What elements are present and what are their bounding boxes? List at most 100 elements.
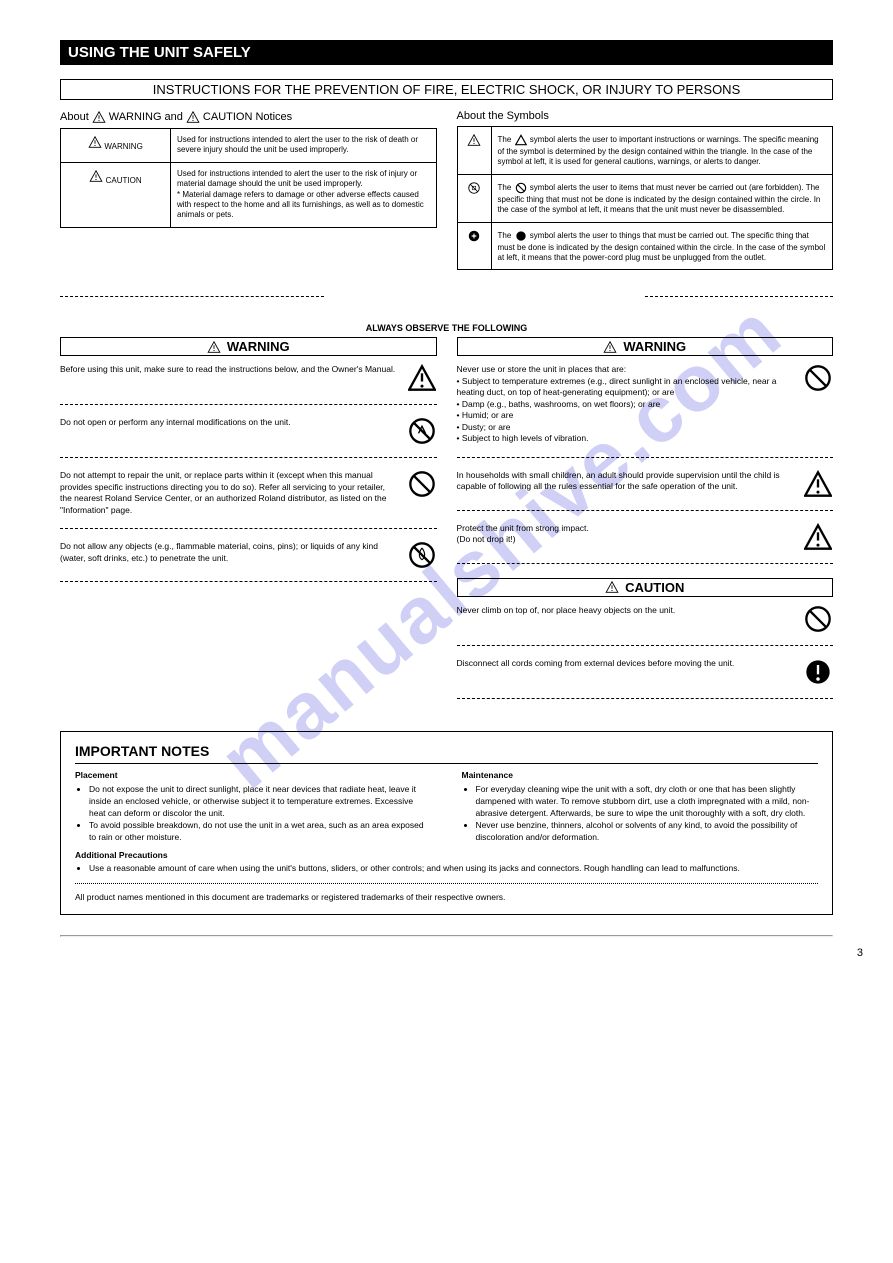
warning-triangle-icon xyxy=(88,135,102,149)
warn-text: Do not allow any objects (e.g., flammabl… xyxy=(60,541,397,569)
dashed-divider xyxy=(457,563,834,564)
warn-item: In households with small children, an ad… xyxy=(457,470,834,498)
prohibit-icon xyxy=(514,181,528,195)
warn-item: Protect the unit from strong impact. (Do… xyxy=(457,523,834,551)
prohibit-icon xyxy=(407,470,437,516)
placement-col: Placement Do not expose the unit to dire… xyxy=(75,770,432,849)
warning-col-2: WARNING Never use or store the unit in p… xyxy=(457,337,834,710)
warn-item: Do not attempt to repair the unit, or re… xyxy=(60,470,437,516)
dashed-divider xyxy=(457,510,834,511)
warning-header-label: WARNING xyxy=(227,339,290,354)
warn-item: Before using this unit, make sure to rea… xyxy=(60,364,437,392)
warn-text: Do not attempt to repair the unit, or re… xyxy=(60,470,397,516)
symbols-title: About the Symbols xyxy=(457,110,834,122)
warning-triangle-icon xyxy=(207,340,221,354)
warnings-row: WARNING Before using this unit, make sur… xyxy=(60,337,833,710)
caution-header-label: CAUTION xyxy=(625,580,684,595)
warn-text: Never use or store the unit in places th… xyxy=(457,364,794,444)
dashed-divider xyxy=(60,404,437,405)
maintenance-heading: Maintenance xyxy=(462,770,514,780)
placement-heading: Placement xyxy=(75,770,118,780)
warn-item: Never climb on top of, nor place heavy o… xyxy=(457,605,834,633)
dashed-divider xyxy=(457,457,834,458)
notices-title-mid2: CAUTION Notices xyxy=(203,111,292,123)
dashed-divider xyxy=(60,581,437,582)
no-disassemble-icon xyxy=(467,181,481,195)
warn-item: Do not allow any objects (e.g., flammabl… xyxy=(60,541,437,569)
warn-item: Do not open or perform any internal modi… xyxy=(60,417,437,445)
prohibit-icon xyxy=(803,605,833,633)
notices-title: About WARNING and CAUTION Notices xyxy=(60,110,437,124)
footer-rule xyxy=(60,935,833,937)
sym-pre: The xyxy=(498,231,514,240)
notices-title-mid1: WARNING and xyxy=(109,111,183,123)
table-row: The symbol alerts the user to items that… xyxy=(457,174,833,222)
warn-text: In households with small children, an ad… xyxy=(457,470,794,498)
warning-header: WARNING xyxy=(60,337,437,356)
symbols-table: The symbol alerts the user to important … xyxy=(457,126,834,270)
warning-triangle-icon xyxy=(467,133,481,147)
warn-text: Protect the unit from strong impact. (Do… xyxy=(457,523,794,551)
sym-pre: The xyxy=(498,183,514,192)
sub-heading: INSTRUCTIONS FOR THE PREVENTION OF FIRE,… xyxy=(60,79,833,100)
page-content: USING THE UNIT SAFELY INSTRUCTIONS FOR T… xyxy=(60,40,833,959)
filled-circle-icon xyxy=(514,229,528,243)
warn-text: Never climb on top of, nor place heavy o… xyxy=(457,605,794,633)
page-title-bar: USING THE UNIT SAFELY xyxy=(60,40,833,65)
warning-header-label: WARNING xyxy=(623,339,686,354)
caution-icon xyxy=(803,470,833,498)
sym-post: symbol alerts the user to items that mus… xyxy=(498,183,821,214)
always-observe: ALWAYS OBSERVE THE FOLLOWING xyxy=(60,323,833,333)
symbols-column: About the Symbols The symbol alerts the … xyxy=(457,110,834,270)
symbol-desc: The symbol alerts the user to items that… xyxy=(491,174,833,222)
dashed-divider xyxy=(457,645,834,646)
list-item: To avoid possible breakdown, do not use … xyxy=(89,820,432,844)
symbol-cell xyxy=(457,222,491,270)
table-row: WARNING Used for instructions intended t… xyxy=(61,129,437,163)
notices-title-pre: About xyxy=(60,111,89,123)
caution-icon xyxy=(407,364,437,392)
list-item: For everyday cleaning wipe the unit with… xyxy=(476,784,819,820)
symbol-cell xyxy=(457,174,491,222)
trademark-notice: All product names mentioned in this docu… xyxy=(75,892,818,904)
warning-col-1: WARNING Before using this unit, make sur… xyxy=(60,337,437,710)
warning-triangle-icon xyxy=(603,340,617,354)
mandatory-icon xyxy=(803,658,833,686)
table-row: The symbol alerts the user to important … xyxy=(457,127,833,175)
table-row: The symbol alerts the user to things tha… xyxy=(457,222,833,270)
warn-item: Disconnect all cords coming from externa… xyxy=(457,658,834,686)
tables-row: About WARNING and CAUTION Notices WARNIN… xyxy=(60,110,833,270)
dashed-divider xyxy=(457,698,834,699)
warning-triangle-icon xyxy=(89,169,103,183)
list-item: Use a reasonable amount of care when usi… xyxy=(89,863,818,875)
symbol-desc: The symbol alerts the user to things tha… xyxy=(491,222,833,270)
dashed-row xyxy=(60,284,833,309)
important-notes-box: IMPORTANT NOTES Placement Do not expose … xyxy=(60,731,833,916)
no-water-icon xyxy=(407,541,437,569)
dashed-divider xyxy=(645,296,833,297)
maintenance-col: Maintenance For everyday cleaning wipe t… xyxy=(462,770,819,849)
warning-triangle-icon xyxy=(605,580,619,594)
warning-triangle-icon xyxy=(92,110,106,124)
additional-heading: Additional Precautions xyxy=(75,850,168,860)
dashed-divider xyxy=(60,457,437,458)
table-row: CAUTION Used for instructions intended t… xyxy=(61,162,437,227)
caution-header: CAUTION xyxy=(457,578,834,597)
dashed-divider xyxy=(60,296,324,297)
notice-label: WARNING xyxy=(104,142,142,151)
notice-desc: Used for instructions intended to alert … xyxy=(171,162,437,227)
warn-text: Do not open or perform any internal modi… xyxy=(60,417,397,445)
important-title: IMPORTANT NOTES xyxy=(75,742,818,765)
warn-item: Never use or store the unit in places th… xyxy=(457,364,834,444)
page-number: 3 xyxy=(60,947,863,959)
warning-header: WARNING xyxy=(457,337,834,356)
sym-post: symbol alerts the user to things that mu… xyxy=(498,231,826,262)
notices-column: About WARNING and CAUTION Notices WARNIN… xyxy=(60,110,437,270)
notice-label: CAUTION xyxy=(106,176,142,185)
list-item: Do not expose the unit to direct sunligh… xyxy=(89,784,432,820)
dotted-divider xyxy=(75,883,818,884)
no-disassemble-icon xyxy=(407,417,437,445)
caution-icon xyxy=(803,523,833,551)
notice-desc: Used for instructions intended to alert … xyxy=(171,129,437,163)
warn-text: Disconnect all cords coming from externa… xyxy=(457,658,794,686)
